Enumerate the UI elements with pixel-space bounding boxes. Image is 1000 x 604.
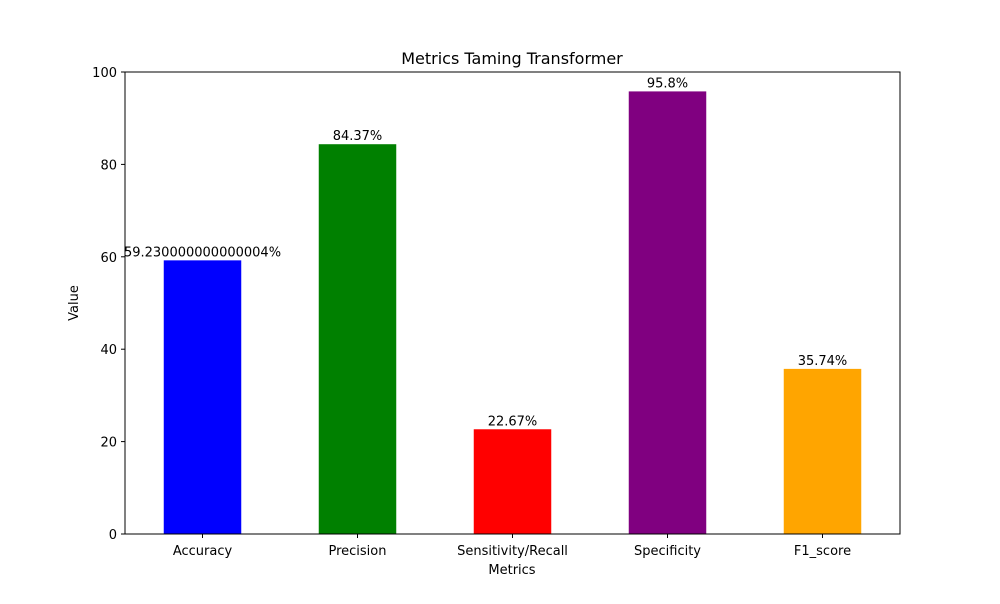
y-tick-label: 100 xyxy=(92,66,117,81)
plot-area: 59.230000000000004% Accuracy 84.37% Precisi… xyxy=(92,66,862,559)
bar-specificity xyxy=(628,91,707,535)
bar-data-label: 84.37% xyxy=(333,129,383,144)
x-tick-label: Sensitivity/Recall xyxy=(457,544,568,559)
x-tick-label: F1_score xyxy=(794,544,851,559)
bar-data-label: 59.230000000000004% xyxy=(124,245,281,260)
plot-frame xyxy=(124,71,901,535)
x-tick-label: Precision xyxy=(328,544,386,559)
bar-data-label: 22.67% xyxy=(488,414,538,429)
bar-f1-score xyxy=(783,368,862,534)
x-axis-label: Metrics xyxy=(488,563,535,578)
y-tick-label: 20 xyxy=(100,436,117,451)
y-tick-label: 0 xyxy=(109,528,117,543)
y-tick-label: 80 xyxy=(100,158,117,173)
bar-data-label: 35.74% xyxy=(798,354,848,369)
y-axis-label: Value xyxy=(67,285,82,321)
chart-title: Metrics Taming Transformer xyxy=(401,49,623,68)
bar-accuracy xyxy=(163,260,242,534)
bar-sensitivity-recall xyxy=(473,429,552,534)
x-tick-label: Accuracy xyxy=(173,544,233,559)
y-tick-label: 60 xyxy=(100,251,117,266)
bar-precision xyxy=(318,144,397,534)
bar-data-label: 95.8% xyxy=(647,76,688,91)
y-tick-label: 40 xyxy=(100,343,117,358)
x-tick-label: Specificity xyxy=(634,544,701,559)
